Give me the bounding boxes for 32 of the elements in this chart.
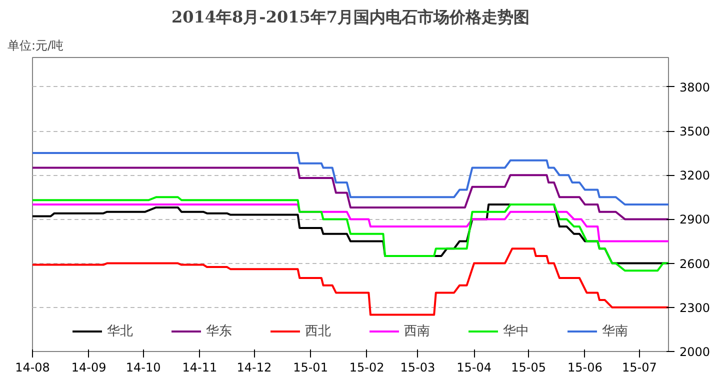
- x-tick-label: 15-04: [456, 360, 492, 374]
- legend-label: 华南: [602, 323, 628, 340]
- x-tick-label: 14-08: [15, 360, 50, 374]
- line-series: [32, 204, 668, 242]
- y-tick-label: 2900: [680, 212, 710, 227]
- line-series: [32, 152, 668, 206]
- x-tick-label: 14-10: [126, 360, 161, 374]
- y-tick-label: 3200: [680, 168, 710, 183]
- legend-label: 华中: [503, 323, 529, 340]
- x-tick-label: 15-06: [567, 360, 602, 374]
- x-tick-label: 15-02: [349, 360, 384, 374]
- legend-label: 华东: [206, 323, 232, 340]
- text: 单位:元/吨: [8, 38, 64, 52]
- line-series: [32, 248, 668, 316]
- x-tick-label: 15-01: [293, 360, 328, 374]
- legend-label: 西北: [305, 323, 331, 340]
- y-tick-label: 3800: [680, 80, 710, 94]
- x-tick-label: 15-05: [511, 360, 546, 374]
- y-tick-label: 2000: [680, 345, 710, 359]
- x-tick-label: 14-11: [182, 360, 218, 374]
- line-series: [32, 166, 668, 220]
- y-tick-label: 2600: [680, 256, 710, 271]
- legend-label: 华北: [107, 323, 133, 340]
- x-tick-label: 15-07: [622, 360, 657, 374]
- line-series: [32, 196, 668, 272]
- y-tick-label: 2300: [680, 300, 710, 315]
- x-tick-label: 14-12: [236, 360, 272, 374]
- y-tick-label: 3500: [680, 124, 710, 138]
- x-tick-label: 15-03: [400, 360, 436, 374]
- x-tick-label: 14-09: [71, 360, 106, 374]
- chart-title: 2014年8月-2015年7月国内电石市场价格走势图: [172, 8, 530, 26]
- legend-label: 西南: [404, 323, 430, 340]
